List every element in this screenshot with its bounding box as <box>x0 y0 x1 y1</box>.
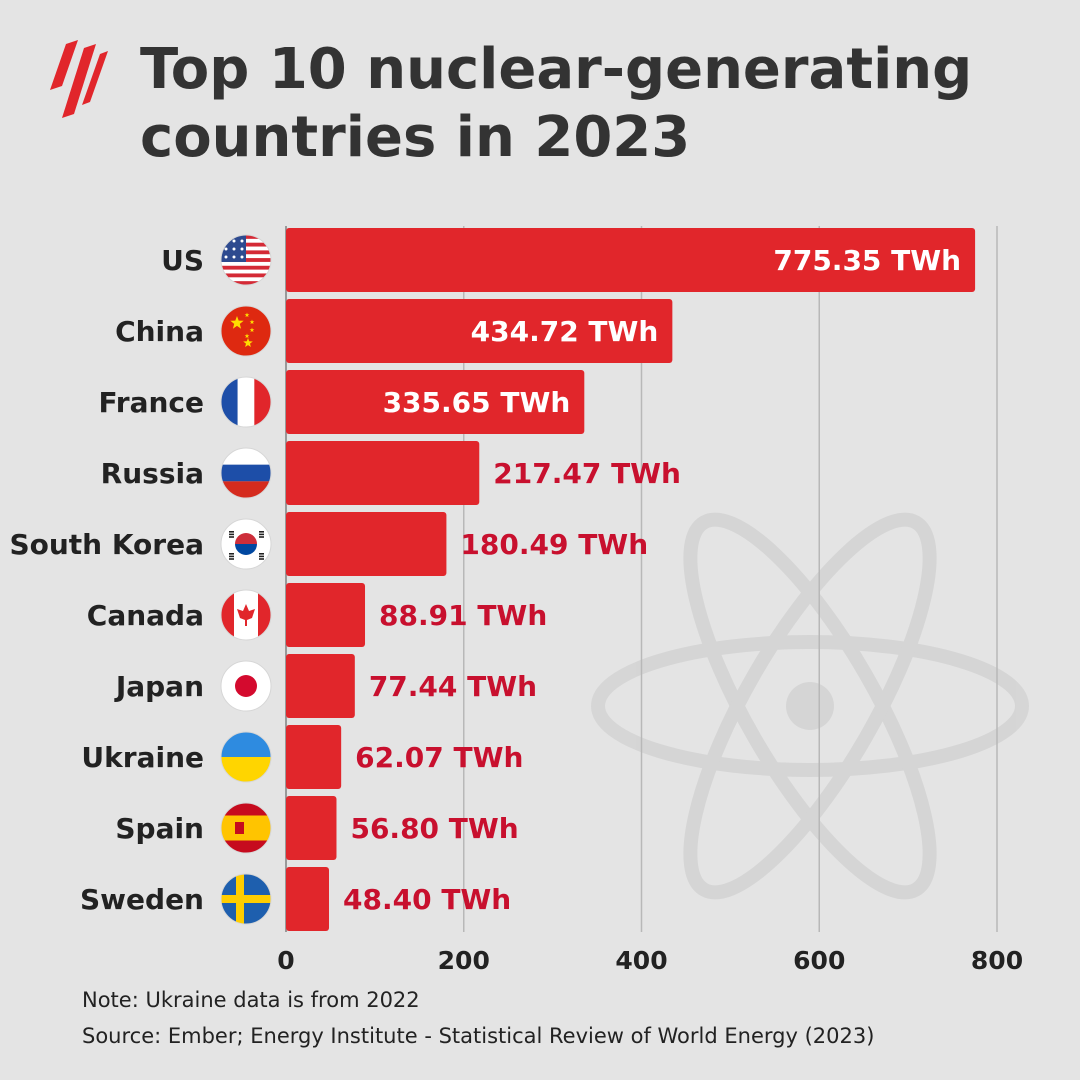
us-flag-icon <box>220 234 272 286</box>
bar-france <box>286 370 585 434</box>
category-label: Japan <box>114 670 204 703</box>
chart-title-line-2: countries in 2023 <box>140 105 691 170</box>
value-label: 88.91 TWh <box>379 599 547 632</box>
value-label: 56.80 TWh <box>350 812 518 845</box>
canada-flag-icon <box>220 589 272 641</box>
ukraine-flag-icon <box>220 731 272 783</box>
south-korea-flag-icon <box>220 518 272 570</box>
footnote: Note: Ukraine data is from 2022 <box>82 988 420 1012</box>
bar-us <box>286 228 976 292</box>
value-label: 77.44 TWh <box>369 670 537 703</box>
category-label: Ukraine <box>81 741 204 774</box>
x-tick-label: 0 <box>277 946 294 975</box>
value-label: 48.40 TWh <box>343 883 511 916</box>
bar-canada <box>286 583 366 647</box>
bar-spain <box>286 796 337 860</box>
japan-flag-icon <box>220 660 272 712</box>
category-label: France <box>98 386 204 419</box>
category-label: China <box>115 315 204 348</box>
bar-japan <box>286 654 355 718</box>
value-label: 335.65 TWh <box>383 386 571 419</box>
x-tick-label: 600 <box>793 946 845 975</box>
spain-flag-icon <box>220 802 272 854</box>
value-label: 217.47 TWh <box>493 457 681 490</box>
value-label: 434.72 TWh <box>471 315 659 348</box>
china-flag-icon <box>220 305 272 357</box>
x-tick-label: 400 <box>615 946 667 975</box>
atom-icon <box>591 512 1029 900</box>
category-label: Canada <box>87 599 204 632</box>
value-label: 62.07 TWh <box>355 741 523 774</box>
sbs-logo-icon <box>50 40 108 118</box>
bar-sweden <box>286 867 330 931</box>
category-label: US <box>161 244 204 277</box>
value-label: 180.49 TWh <box>460 528 648 561</box>
bar-south-korea <box>286 512 447 576</box>
category-label: Sweden <box>80 883 204 916</box>
category-label: South Korea <box>9 528 204 561</box>
france-flag-icon <box>220 376 272 428</box>
x-tick-label: 800 <box>971 946 1023 975</box>
bar-china <box>286 299 673 363</box>
source-note: Source: Ember; Energy Institute - Statis… <box>82 1024 875 1048</box>
chart-title-line-1: Top 10 nuclear-generating <box>140 37 973 102</box>
bar-russia <box>286 441 480 505</box>
bar-ukraine <box>286 725 342 789</box>
value-label: 775.35 TWh <box>773 244 961 277</box>
category-label: Spain <box>115 812 204 845</box>
chart-title: Top 10 nuclear-generating countries in 2… <box>140 36 1040 172</box>
sweden-flag-icon <box>220 873 272 925</box>
category-label: Russia <box>101 457 204 490</box>
x-tick-label: 200 <box>438 946 490 975</box>
russia-flag-icon <box>220 447 272 499</box>
